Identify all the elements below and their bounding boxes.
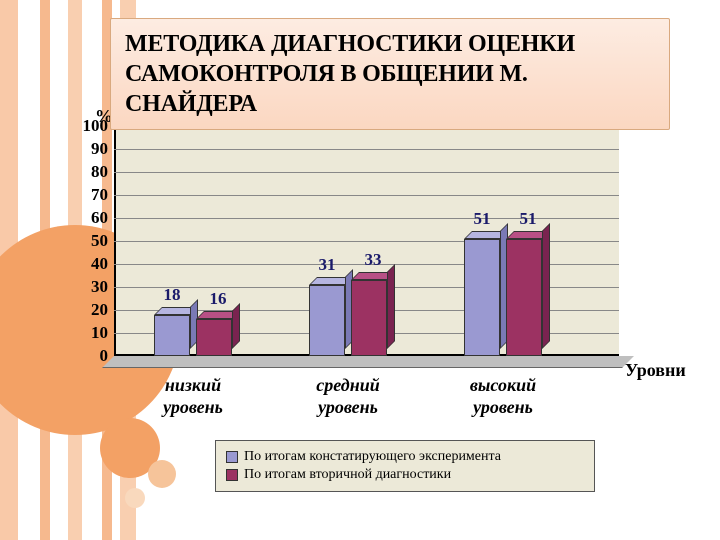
bar-chart: % 0102030405060708090100181631335151 Уро… (60, 120, 680, 520)
legend-label: По итогам вторичной диагностики (244, 467, 451, 483)
bar-front (464, 239, 500, 356)
legend-item: По итогам вторичной диагностики (226, 467, 584, 483)
legend-swatch (226, 451, 238, 463)
legend-item: По итогам констатирующего эксперимента (226, 449, 584, 465)
y-tick-label: 80 (78, 162, 108, 182)
y-tick-label: 60 (78, 208, 108, 228)
title-box: МЕТОДИКА ДИАГНОСТИКИ ОЦЕНКИ САМОКОНТРОЛЯ… (110, 18, 670, 130)
y-tick-label: 90 (78, 139, 108, 159)
bar-value-label: 31 (307, 255, 347, 275)
bar-value-label: 18 (152, 285, 192, 305)
y-tick-label: 0 (78, 346, 108, 366)
category-label: высокийуровень (438, 375, 568, 418)
y-tick-label: 70 (78, 185, 108, 205)
bar-value-label: 33 (353, 250, 393, 270)
bar-side (542, 223, 550, 349)
y-tick-label: 10 (78, 323, 108, 343)
grid-line (114, 172, 619, 173)
page-title: МЕТОДИКА ДИАГНОСТИКИ ОЦЕНКИ САМОКОНТРОЛЯ… (125, 29, 655, 119)
bar (196, 319, 232, 356)
y-tick-label: 40 (78, 254, 108, 274)
bar-value-label: 51 (462, 209, 502, 229)
bar-front (506, 239, 542, 356)
bar-front (351, 280, 387, 356)
category-label: среднийуровень (283, 375, 413, 418)
grid-line (114, 195, 619, 196)
category-label: низкийуровень (128, 375, 258, 418)
y-tick-label: 100 (78, 116, 108, 136)
legend-label: По итогам констатирующего эксперимента (244, 449, 501, 465)
bar (351, 280, 387, 356)
y-tick-label: 20 (78, 300, 108, 320)
bar (506, 239, 542, 356)
bar-front (196, 319, 232, 356)
x-axis-label: Уровни (625, 360, 686, 381)
legend: По итогам констатирующего эксперимента По… (215, 440, 595, 492)
bar-front (154, 315, 190, 356)
plot-floor (102, 356, 634, 368)
y-tick-label: 50 (78, 231, 108, 251)
bar-side (387, 264, 395, 349)
plot-area: 0102030405060708090100181631335151 (114, 126, 619, 356)
bar (309, 285, 345, 356)
bar-value-label: 16 (198, 289, 238, 309)
bar-front (309, 285, 345, 356)
legend-swatch (226, 469, 238, 481)
grid-line (114, 149, 619, 150)
bar (464, 239, 500, 356)
bar-value-label: 51 (508, 209, 548, 229)
bar (154, 315, 190, 356)
y-tick-label: 30 (78, 277, 108, 297)
